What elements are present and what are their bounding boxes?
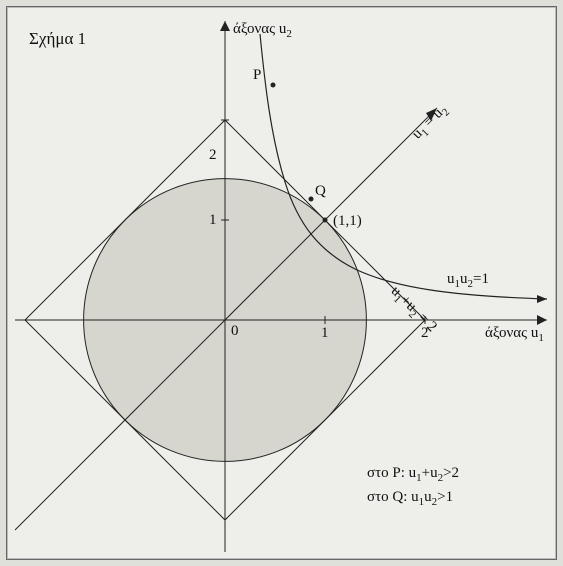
figure-title: Σχήμα 1 (29, 29, 86, 49)
label-origin: 0 (231, 323, 239, 340)
noteP-3: >2 (443, 465, 459, 481)
x-axis-arrow (537, 315, 547, 325)
noteP-2: +u (422, 465, 438, 481)
note-P: στο P: u1+u2>2 (367, 465, 459, 484)
y-axis-arrow (220, 21, 230, 31)
noteQ-2: u (424, 489, 432, 505)
x-axis-label-text: άξονας u (485, 325, 538, 341)
label-y1: 1 (209, 212, 217, 229)
label-point-11: (1,1) (333, 213, 362, 230)
figure-frame: Σχήμα 1 άξονας u2 άξονας u1 P Q 0 1 2 1 … (6, 6, 557, 560)
note-Q: στο Q: u1u2>1 (367, 489, 453, 508)
noteP-1: στο P: u (367, 465, 416, 481)
point-Q-dot (309, 197, 314, 202)
point-11-dot (323, 218, 328, 223)
y-axis-label-text: άξονας u (233, 21, 286, 37)
noteQ-1: στο Q: u (367, 489, 419, 505)
x-axis-label-sub: 1 (538, 332, 544, 344)
noteQ-3: >1 (437, 489, 453, 505)
label-y2: 2 (209, 147, 217, 164)
x-axis-label: άξονας u1 (485, 325, 544, 344)
label-u1u2=1: u1u2=1 (447, 271, 489, 290)
curve-arrow (537, 295, 547, 303)
y-axis-label: άξονας u2 (233, 21, 292, 40)
hyp-part2: u (460, 271, 468, 287)
hyp-part1: u (447, 271, 455, 287)
label-x1: 1 (321, 325, 329, 342)
label-P: P (253, 67, 261, 84)
point-P-dot (271, 83, 276, 88)
y-axis-label-sub: 2 (286, 28, 292, 40)
hyp-part3: =1 (473, 271, 489, 287)
label-Q: Q (315, 183, 326, 200)
